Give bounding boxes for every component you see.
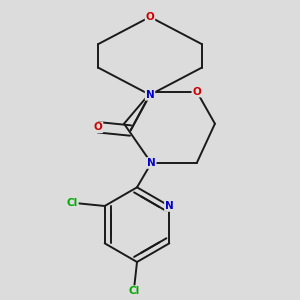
Text: O: O bbox=[146, 12, 154, 22]
Text: N: N bbox=[147, 158, 156, 168]
Text: Cl: Cl bbox=[67, 198, 78, 208]
Text: N: N bbox=[146, 90, 154, 100]
Text: O: O bbox=[192, 87, 201, 97]
Text: Cl: Cl bbox=[128, 286, 140, 296]
Text: O: O bbox=[94, 122, 102, 132]
Text: N: N bbox=[165, 201, 174, 211]
